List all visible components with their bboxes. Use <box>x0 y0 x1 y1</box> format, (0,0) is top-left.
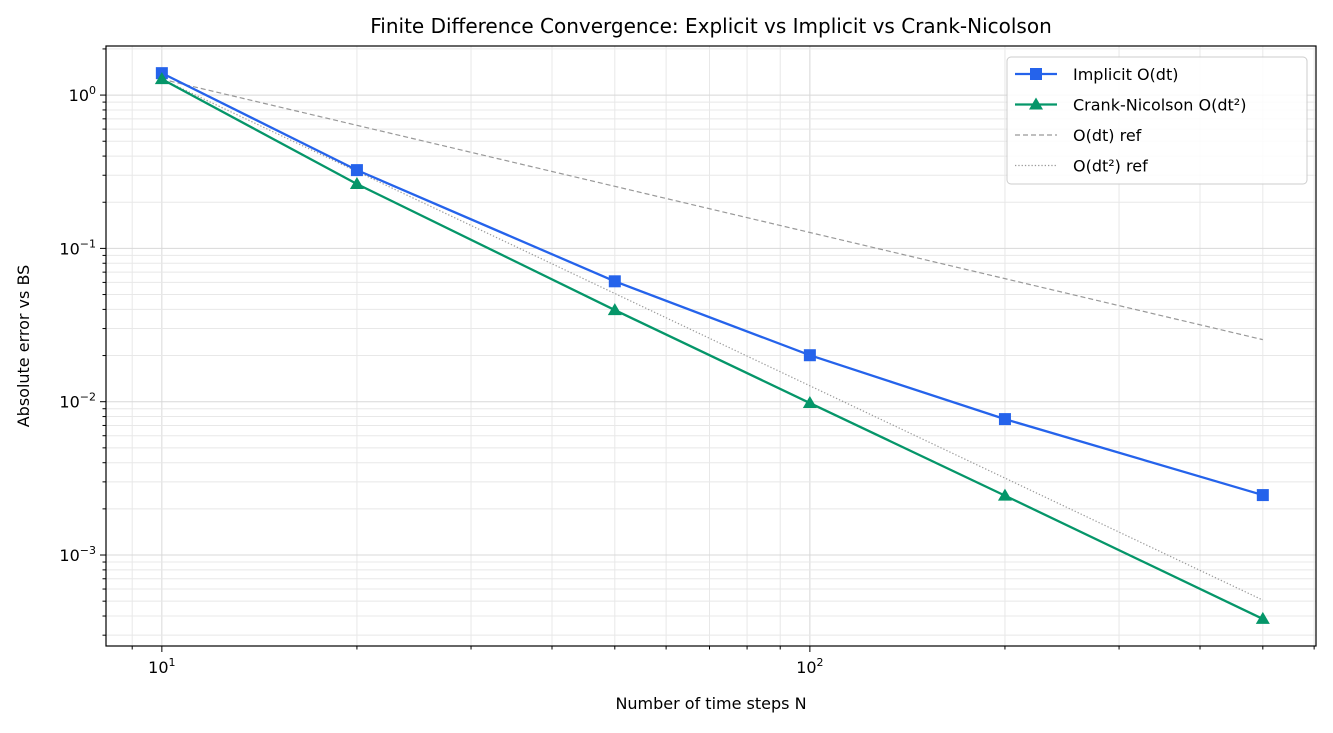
legend-label: Crank-Nicolson O(dt²) <box>1073 96 1246 115</box>
y-tick-label: 10−1 <box>59 237 96 258</box>
series-lines <box>154 67 1270 624</box>
data-point-triangle <box>1255 611 1270 624</box>
y-tick-exp: −1 <box>80 237 96 250</box>
legend-label: Implicit O(dt) <box>1073 65 1178 84</box>
x-tick-exp: 2 <box>817 656 824 669</box>
y-tick-label: 100 <box>69 84 96 105</box>
y-axis-label: Absolute error vs BS <box>14 265 33 428</box>
y-tick-label: 10−2 <box>59 391 96 412</box>
series-line-1 <box>161 78 1264 620</box>
data-point-triangle <box>607 303 622 316</box>
legend-box <box>1006 56 1308 185</box>
data-point-triangle <box>802 396 817 409</box>
data-point-square <box>608 275 621 288</box>
legend-marker-triangle <box>1029 97 1043 110</box>
y-tick-exp: −3 <box>80 544 96 557</box>
data-point-square <box>1256 489 1269 502</box>
data-point-triangle <box>997 488 1012 501</box>
legend-label: O(dt) ref <box>1073 126 1142 145</box>
data-point-square <box>350 164 363 177</box>
legend-label: O(dt²) ref <box>1073 157 1148 176</box>
x-tick-base: 10 <box>796 658 816 677</box>
data-point-square <box>998 413 1011 426</box>
y-tick-base: 10 <box>59 393 79 412</box>
data-point-triangle <box>154 72 169 85</box>
legend-marker-square <box>1030 68 1042 80</box>
data-point-triangle <box>349 177 364 190</box>
series-line-3 <box>161 78 1264 601</box>
x-axis-label: Number of time steps N <box>615 694 806 713</box>
x-tick-exp: 1 <box>169 656 176 669</box>
y-tick-label: 10−3 <box>59 544 96 565</box>
legend: Implicit O(dt) Crank-Nicolson O(dt²) O(dt)… <box>1006 56 1308 185</box>
x-tick-label: 101 <box>148 656 175 677</box>
plot-frame <box>105 45 1317 647</box>
chart-title: Finite Difference Convergence: Explicit … <box>370 14 1052 38</box>
x-tick-base: 10 <box>148 658 168 677</box>
x-tick-label: 102 <box>796 656 823 677</box>
data-point-square <box>803 349 816 362</box>
y-tick-base: 10 <box>59 239 79 258</box>
y-tick-base: 10 <box>69 86 89 105</box>
y-tick-exp: 0 <box>89 84 96 97</box>
y-tick-base: 10 <box>59 546 79 565</box>
series-line-0 <box>161 72 1264 497</box>
y-tick-exp: −2 <box>80 391 96 404</box>
